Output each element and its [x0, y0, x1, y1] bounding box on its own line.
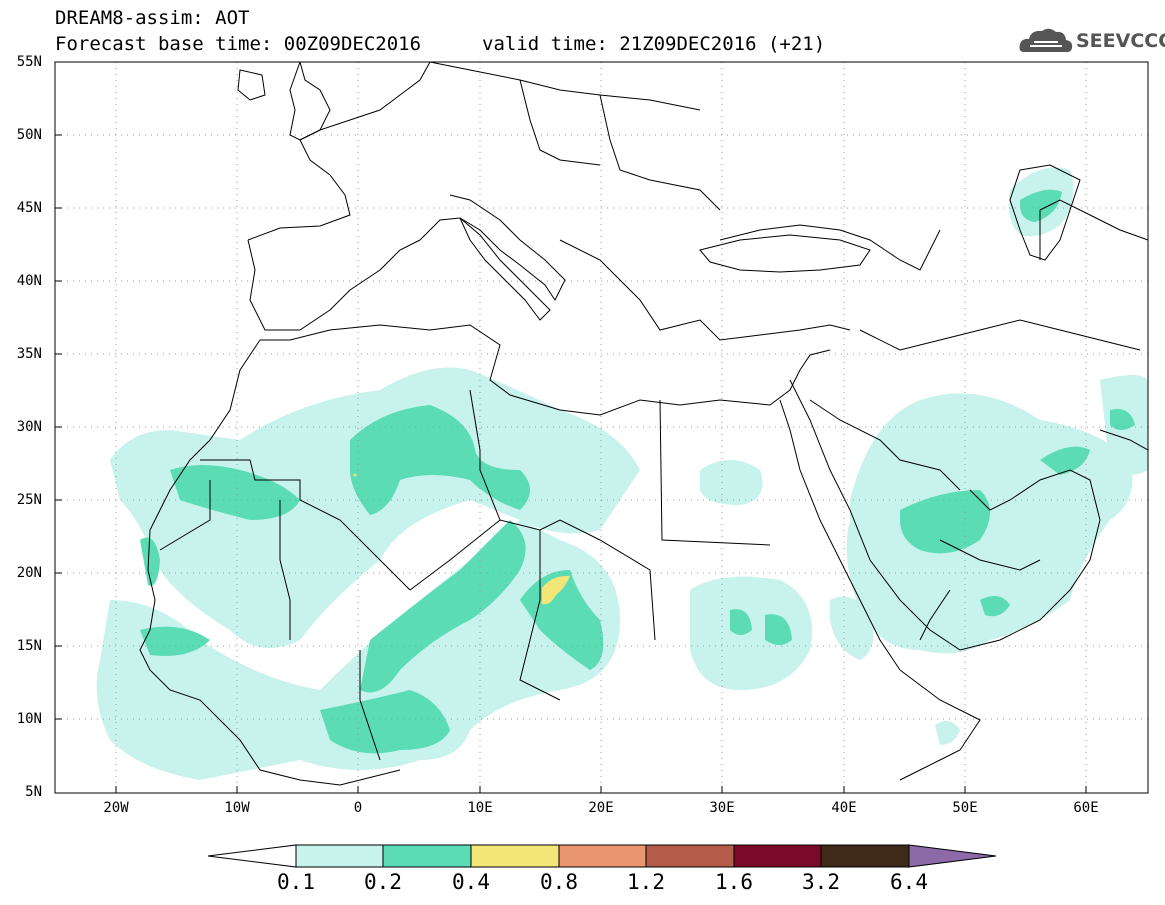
coastlines-borders	[139, 62, 1148, 786]
lon-label: 50E	[952, 800, 978, 816]
lat-label: 30N	[16, 419, 42, 435]
lat-label: 20N	[16, 565, 42, 581]
colorbar-label: 0.2	[364, 870, 402, 894]
lon-label: 20E	[588, 800, 614, 816]
aot-high-areas	[353, 473, 570, 605]
valid-time: valid time: 21Z09DEC2016 (+21)	[482, 33, 826, 55]
lon-label: 40E	[831, 800, 857, 816]
colorbar-label: 1.2	[627, 870, 665, 894]
lon-label: 10E	[467, 800, 493, 816]
lat-label: 25N	[16, 492, 42, 508]
colorbar-label: 0.8	[540, 870, 578, 894]
lon-label: 60E	[1073, 800, 1099, 816]
lat-label: 10N	[16, 711, 42, 727]
forecast-base-time: Forecast base time: 00Z09DEC2016	[55, 33, 422, 55]
graticule	[55, 62, 1148, 793]
colorbar-label: 6.4	[890, 870, 928, 894]
colorbar-label: 0.1	[277, 870, 315, 894]
lat-label: 50N	[16, 127, 42, 143]
colorbar-label: 1.6	[715, 870, 753, 894]
lat-label: 40N	[16, 273, 42, 289]
lon-label: 20W	[103, 800, 129, 816]
lat-label: 55N	[16, 54, 42, 70]
map-title: DREAM8-assim: AOT	[55, 7, 250, 29]
lat-label: 5N	[25, 784, 42, 800]
aot-medium-areas	[140, 189, 1135, 754]
colorbar-label: 0.4	[452, 870, 490, 894]
lat-label: 45N	[16, 200, 42, 216]
colorbar-label: 3.2	[802, 870, 840, 894]
lat-label: 15N	[16, 638, 42, 654]
logo-text: SEEVCCC	[1076, 30, 1165, 52]
cloud-logo-icon	[1019, 28, 1073, 53]
aot-light-areas	[96, 167, 1148, 780]
lon-label: 0	[353, 800, 363, 816]
axis-ticks	[55, 61, 1087, 793]
lon-label: 30E	[709, 800, 735, 816]
lon-label: 10W	[224, 800, 250, 816]
lat-label: 35N	[16, 346, 42, 362]
